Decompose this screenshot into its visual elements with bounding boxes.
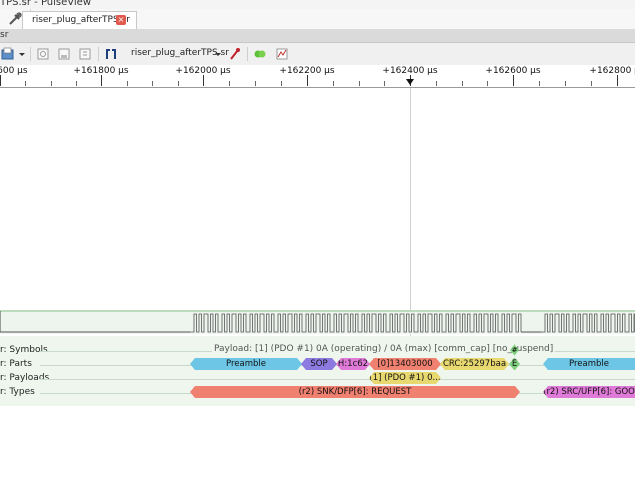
ruler-minor-tick xyxy=(591,81,592,86)
window-title-bar: TPS.sr - PulseView xyxy=(0,0,635,9)
reload-icon[interactable] xyxy=(36,47,50,61)
toolbar-separator xyxy=(30,47,31,61)
ruler-major-tick xyxy=(0,75,1,86)
ruler-major-tick xyxy=(307,75,308,86)
session-group-bar: sr xyxy=(0,29,635,43)
symbols-marker[interactable]: # xyxy=(511,346,518,354)
ruler-minor-tick xyxy=(359,81,360,86)
row-label-parts: r: Parts xyxy=(0,359,32,369)
ruler-minor-tick xyxy=(281,81,282,86)
ruler-minor-tick xyxy=(462,81,463,86)
time-ruler[interactable]: +161600 µs +161800 µs +162000 µs +162200… xyxy=(0,65,635,88)
cursor-marker-icon[interactable] xyxy=(406,79,414,85)
tab-bar: riser_plug_afterTPS.sr × xyxy=(0,9,635,30)
export-icon[interactable] xyxy=(78,47,92,61)
part-preamble[interactable]: Preamble xyxy=(190,358,302,370)
group-label: sr xyxy=(0,30,9,40)
ruler-minor-tick xyxy=(127,81,128,86)
part-eop[interactable]: E xyxy=(509,358,520,370)
run-icon[interactable] xyxy=(253,47,267,61)
session-selector[interactable]: riser_plug_afterTPS.sr xyxy=(131,48,229,58)
ruler-major-tick xyxy=(203,75,204,86)
symbols-annotation[interactable]: Payload: [1] (PDO #1) 0A (operating) / 0… xyxy=(212,344,556,354)
ruler-tick-label: +161800 µs xyxy=(73,66,129,76)
row-baseline xyxy=(40,379,635,380)
ruler-major-tick xyxy=(101,75,102,86)
ruler-minor-tick xyxy=(178,81,179,86)
payload-pdo[interactable]: [1] (PDO #1) 0... xyxy=(369,373,441,383)
ruler-minor-tick xyxy=(76,81,77,86)
trace-edges xyxy=(190,313,522,333)
part-preamble-next[interactable]: Preamble xyxy=(543,358,635,370)
ruler-minor-tick xyxy=(229,81,230,86)
ruler-major-tick xyxy=(513,75,514,86)
settings-icon[interactable] xyxy=(275,47,289,61)
ruler-minor-tick xyxy=(333,81,334,86)
ruler-minor-tick xyxy=(539,81,540,86)
ruler-tick-label: +162000 µs xyxy=(175,66,231,76)
toolbar-separator xyxy=(98,47,99,61)
logic-trace xyxy=(0,310,635,333)
ruler-tick-label: +162800 µs xyxy=(589,66,635,76)
split-icon[interactable] xyxy=(104,47,118,61)
open-icon[interactable] xyxy=(1,47,15,61)
ruler-tick-label: +162200 µs xyxy=(279,66,335,76)
save-icon[interactable] xyxy=(57,47,71,61)
ruler-tick-label: +162600 µs xyxy=(485,66,541,76)
dropdown-icon[interactable] xyxy=(18,47,26,61)
probe-icon[interactable] xyxy=(228,47,242,61)
ruler-minor-tick xyxy=(436,81,437,86)
tools-icon[interactable] xyxy=(8,12,22,26)
tab-session[interactable]: riser_plug_afterTPS.sr × xyxy=(22,11,137,30)
main-toolbar: riser_plug_afterTPS.sr xyxy=(0,43,635,66)
close-icon[interactable]: × xyxy=(116,15,126,25)
window-title: TPS.sr - PulseView xyxy=(0,0,92,8)
ruler-minor-tick xyxy=(487,81,488,86)
ruler-minor-tick xyxy=(255,81,256,86)
row-label-symbols: r: Symbols xyxy=(0,345,48,355)
ruler-minor-tick xyxy=(25,81,26,86)
session-tab-label: riser_plug_afterTPS.sr xyxy=(32,15,130,25)
type-request[interactable]: (r2) SNK/DFP[6]: REQUEST xyxy=(190,386,520,398)
row-label-types: r: Types xyxy=(0,387,35,397)
ruler-minor-tick xyxy=(384,81,385,86)
part-header[interactable]: H:1c62 xyxy=(337,359,369,369)
ruler-minor-tick xyxy=(51,81,52,86)
trace-edges xyxy=(541,313,635,333)
part-data[interactable]: [0]13403000 xyxy=(369,358,441,370)
ruler-minor-tick xyxy=(152,81,153,86)
session-dropdown-icon[interactable] xyxy=(214,47,222,61)
ruler-tick-label: +162400 µs xyxy=(382,66,438,76)
part-crc[interactable]: CRC:25297baa xyxy=(440,358,509,370)
ruler-minor-tick xyxy=(565,81,566,86)
cursor-line xyxy=(410,88,411,406)
ruler-tick-label: +161600 µs xyxy=(0,66,28,76)
toolbar-separator xyxy=(247,47,248,61)
row-label-payloads: r: Payloads xyxy=(0,373,50,383)
part-sop[interactable]: SOP xyxy=(301,358,337,370)
ruler-major-tick xyxy=(617,75,618,86)
type-next[interactable]: (r2) SRC/UFP[6]: GOO xyxy=(543,386,635,398)
